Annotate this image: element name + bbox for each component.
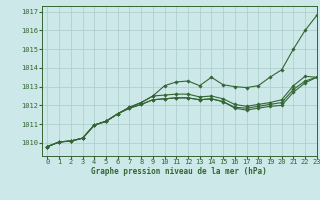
X-axis label: Graphe pression niveau de la mer (hPa): Graphe pression niveau de la mer (hPa) bbox=[91, 167, 267, 176]
